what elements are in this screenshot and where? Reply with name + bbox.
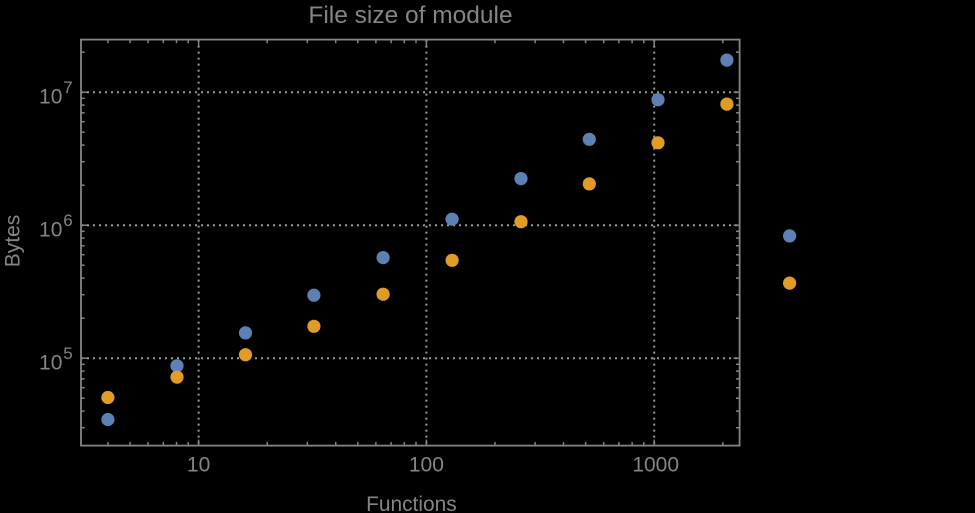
svg-text:7: 7 <box>63 78 72 97</box>
svg-text:10: 10 <box>187 453 210 476</box>
svg-text:1000: 1000 <box>632 453 679 476</box>
svg-text:100: 100 <box>409 453 444 476</box>
svg-text:Functions: Functions <box>366 493 457 513</box>
svg-text:5: 5 <box>63 344 72 363</box>
svg-text:10: 10 <box>39 352 62 375</box>
svg-text:File size of module: File size of module <box>308 2 512 29</box>
svg-text:Bytes: Bytes <box>1 215 24 268</box>
svg-text:6: 6 <box>63 211 72 230</box>
svg-text:10: 10 <box>39 86 62 109</box>
svg-text:10: 10 <box>39 219 62 242</box>
